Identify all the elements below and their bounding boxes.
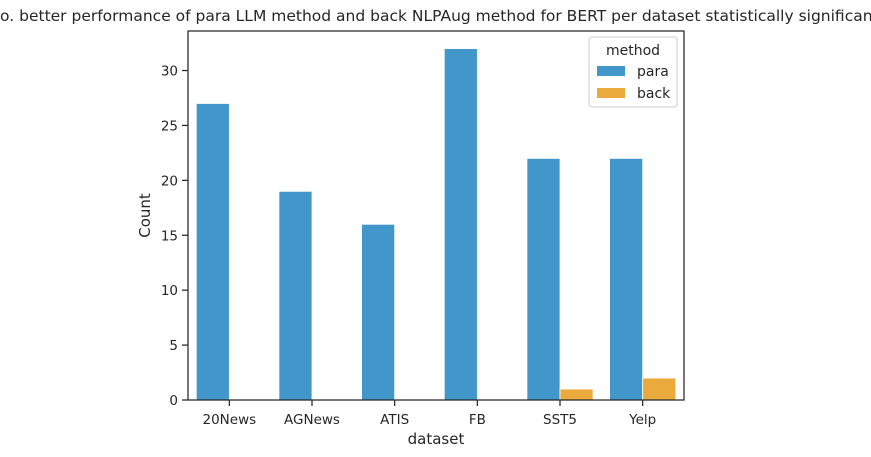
x-axis-ticks: 20News AGNews ATIS FB SST5 Yelp (202, 400, 656, 428)
bar-para-atis (361, 223, 396, 401)
bar-back-yelp (642, 377, 677, 401)
y-tick-label: 20 (161, 173, 178, 189)
chart-title: No. better performance of para LLM metho… (0, 7, 871, 25)
bar-para-20news (195, 103, 230, 401)
y-tick-label: 15 (161, 228, 178, 244)
legend-swatch-back (597, 88, 625, 98)
plot-frame (187, 30, 685, 401)
y-tick-label: 10 (161, 283, 178, 299)
bar-para-sst5 (526, 157, 561, 401)
x-tick-label-atis: ATIS (380, 412, 409, 428)
x-tick-label-20news: 20News (202, 412, 256, 428)
bar-para-agnews (278, 190, 313, 401)
bars-group (195, 48, 677, 401)
x-tick-label-sst5: SST5 (543, 412, 577, 428)
y-axis-ticks: 0 5 10 15 20 25 30 (161, 64, 188, 409)
legend-label-para: para (637, 64, 669, 80)
bar-para-yelp (609, 157, 644, 401)
x-tick-label-agnews: AGNews (284, 412, 340, 428)
y-tick-label: 25 (161, 118, 178, 134)
y-axis-label: Count (136, 193, 154, 238)
x-axis-label: dataset (408, 430, 465, 448)
legend-title: method (606, 43, 660, 59)
bar-para-fb (443, 48, 478, 401)
legend-swatch-para (597, 66, 625, 76)
legend-label-back: back (637, 86, 671, 102)
legend: method para back (588, 36, 678, 108)
x-tick-label-fb: FB (469, 412, 486, 428)
bar-back-sst5 (559, 388, 594, 401)
x-tick-label-yelp: Yelp (628, 412, 656, 428)
y-tick-label: 0 (169, 393, 178, 409)
y-tick-label: 30 (161, 64, 178, 80)
y-tick-label: 5 (169, 338, 178, 354)
